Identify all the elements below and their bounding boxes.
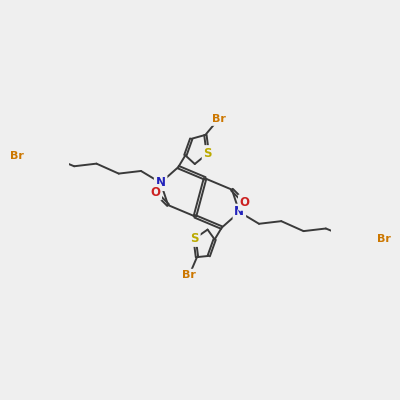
Text: N: N	[156, 176, 166, 189]
Text: O: O	[150, 186, 160, 199]
Text: Br: Br	[10, 151, 24, 161]
Text: O: O	[240, 196, 250, 209]
Text: S: S	[190, 232, 199, 245]
Text: Br: Br	[212, 114, 226, 124]
Text: Br: Br	[376, 234, 390, 244]
Text: N: N	[234, 206, 244, 218]
Text: S: S	[204, 147, 212, 160]
Text: Br: Br	[182, 270, 196, 280]
